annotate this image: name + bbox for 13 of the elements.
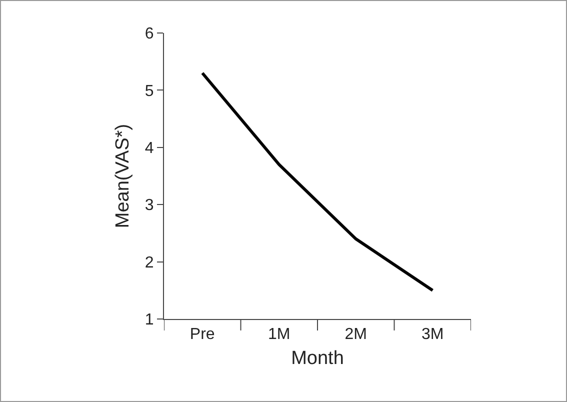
y-tick-label: 4 — [144, 140, 154, 157]
x-axis-title: Month — [291, 348, 344, 369]
x-tick-label: 1M — [268, 326, 290, 344]
y-axis-title: Mean(VAS*) — [112, 124, 134, 228]
x-tick-label: 2M — [344, 326, 367, 344]
y-tick-label: 2 — [144, 254, 154, 272]
x-tick-label: 3M — [422, 326, 444, 344]
y-tick-label: 5 — [144, 82, 154, 100]
y-tick-label: 1 — [144, 312, 154, 329]
line-series — [200, 72, 434, 292]
y-tick-label: 6 — [144, 26, 154, 43]
y-tick-label: 3 — [144, 197, 154, 214]
x-tick-label: Pre — [190, 326, 215, 344]
